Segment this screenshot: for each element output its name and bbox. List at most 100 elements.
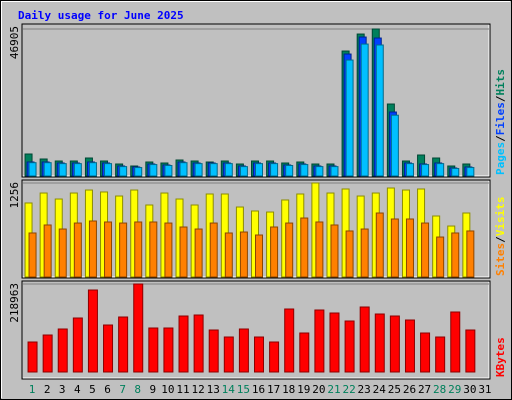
bar — [285, 222, 294, 278]
bar — [390, 114, 399, 177]
plot-bevel — [23, 282, 490, 379]
bar — [149, 221, 158, 278]
x-tick-label: 28 — [433, 383, 446, 396]
bar — [28, 232, 37, 278]
bar — [88, 162, 97, 177]
x-tick-label: 17 — [267, 383, 280, 396]
x-tick-label: 31 — [478, 383, 491, 396]
bar — [389, 315, 400, 373]
bar — [163, 327, 174, 373]
x-tick-label: 10 — [161, 383, 174, 396]
bar — [466, 167, 475, 177]
bar — [208, 329, 219, 373]
x-tick-label: 11 — [176, 383, 189, 396]
bar — [134, 167, 143, 177]
bar — [164, 222, 173, 278]
bar — [451, 167, 460, 177]
bar — [374, 313, 385, 373]
bar — [360, 228, 369, 278]
x-tick-label: 7 — [119, 383, 126, 396]
bar — [87, 289, 98, 373]
bar — [104, 221, 113, 278]
bar — [223, 336, 234, 373]
x-tick-label: 24 — [373, 383, 387, 396]
bar — [284, 308, 295, 373]
bar — [88, 220, 97, 278]
chart-title: Daily usage for June 2025 — [18, 9, 184, 22]
x-tick-label: 20 — [312, 383, 325, 396]
bar — [134, 221, 143, 278]
legend-entry: Sites — [494, 243, 507, 276]
bar — [314, 309, 325, 373]
x-tick-label: 4 — [74, 383, 81, 396]
x-tick-label: 1 — [29, 383, 36, 396]
x-tick-label: 9 — [150, 383, 157, 396]
legend-entry: KBytes — [494, 337, 507, 377]
bar — [285, 165, 294, 177]
legend-entry: Hits — [494, 69, 507, 96]
x-tick-label: 14 — [222, 383, 236, 396]
bar — [57, 328, 68, 373]
x-tick-label: 18 — [282, 383, 295, 396]
bar — [435, 336, 446, 373]
bar — [238, 328, 249, 373]
legend-separator: / — [494, 95, 507, 102]
bar — [179, 162, 188, 177]
x-tick-label: 25 — [388, 383, 401, 396]
bar — [344, 320, 355, 373]
bar — [103, 324, 114, 373]
bar — [300, 164, 309, 177]
bar — [28, 162, 37, 177]
bar — [255, 163, 263, 177]
bar — [421, 164, 430, 177]
bar — [193, 314, 204, 373]
bar — [404, 319, 415, 373]
bar — [405, 163, 414, 177]
bar — [164, 165, 173, 177]
plot-area — [21, 23, 491, 178]
bar — [149, 164, 158, 177]
bar — [330, 224, 339, 278]
bar — [58, 163, 67, 177]
x-tick-label: 22 — [342, 383, 355, 396]
x-tick-label: 5 — [89, 383, 96, 396]
legend: Sites/Visits — [494, 197, 507, 277]
bar — [359, 306, 370, 373]
x-tick-label: 13 — [207, 383, 220, 396]
bar — [179, 226, 188, 278]
bar — [209, 222, 218, 278]
bar — [465, 329, 476, 373]
bar — [270, 226, 279, 278]
legend-entry: Files — [494, 102, 507, 135]
bar — [118, 316, 129, 373]
y-tick-label: 1256 — [8, 182, 21, 209]
y-tick-label: 46905 — [8, 26, 21, 59]
bar — [315, 166, 324, 177]
bar — [329, 312, 340, 373]
legend-entry: Pages — [494, 142, 507, 175]
bar — [194, 228, 203, 278]
bar — [300, 217, 309, 278]
bar — [133, 283, 144, 373]
bar — [269, 341, 280, 373]
bar — [360, 43, 369, 177]
bar — [254, 336, 264, 373]
bar — [375, 212, 384, 278]
x-tick-label: 12 — [191, 383, 204, 396]
x-tick-label: 23 — [358, 383, 371, 396]
x-tick-label: 2 — [44, 383, 51, 396]
legend: KBytes — [494, 337, 507, 377]
bar — [436, 236, 445, 278]
x-tick-label: 19 — [297, 383, 310, 396]
x-tick-label: 29 — [448, 383, 461, 396]
bar — [209, 163, 218, 177]
x-tick-label: 3 — [59, 383, 66, 396]
bar — [43, 162, 52, 177]
bar — [119, 166, 128, 177]
bar — [119, 222, 128, 278]
bar — [330, 166, 339, 177]
bar — [405, 218, 414, 278]
bar — [148, 327, 159, 373]
